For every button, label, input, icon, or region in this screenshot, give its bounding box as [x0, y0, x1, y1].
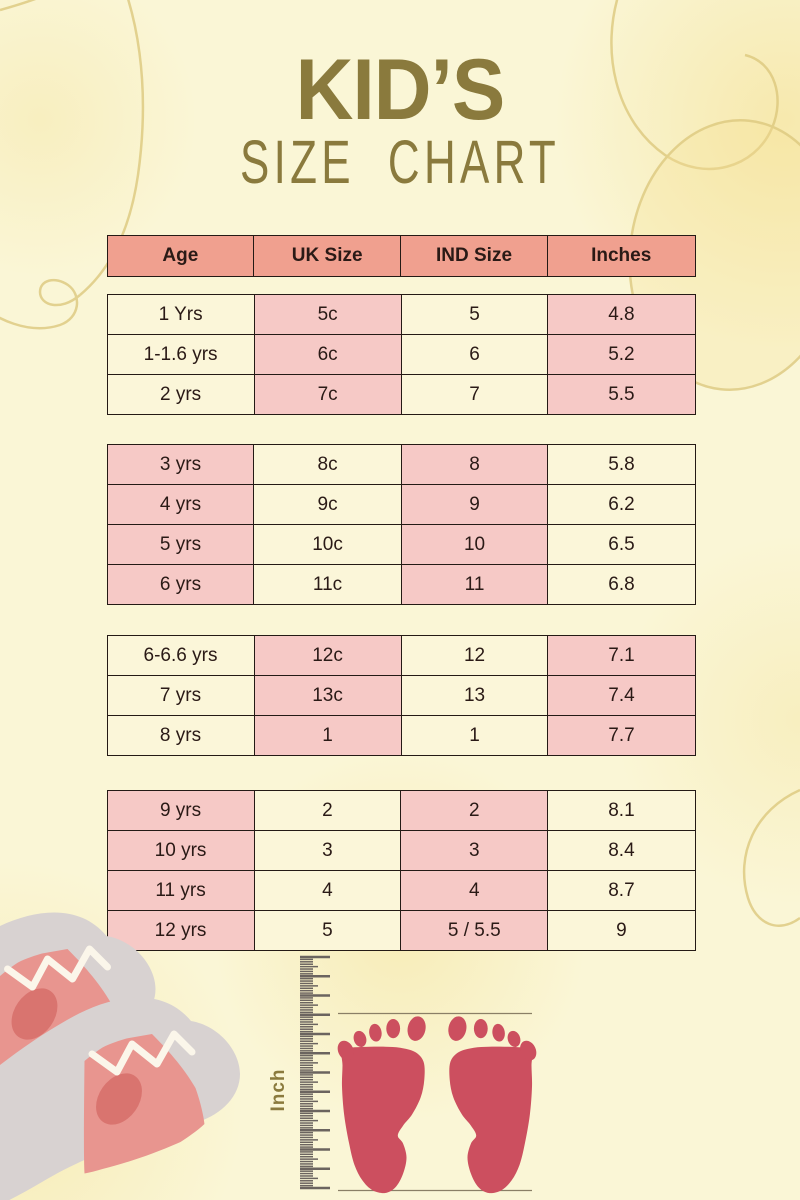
svg-text:Inch: Inch	[268, 1068, 289, 1111]
